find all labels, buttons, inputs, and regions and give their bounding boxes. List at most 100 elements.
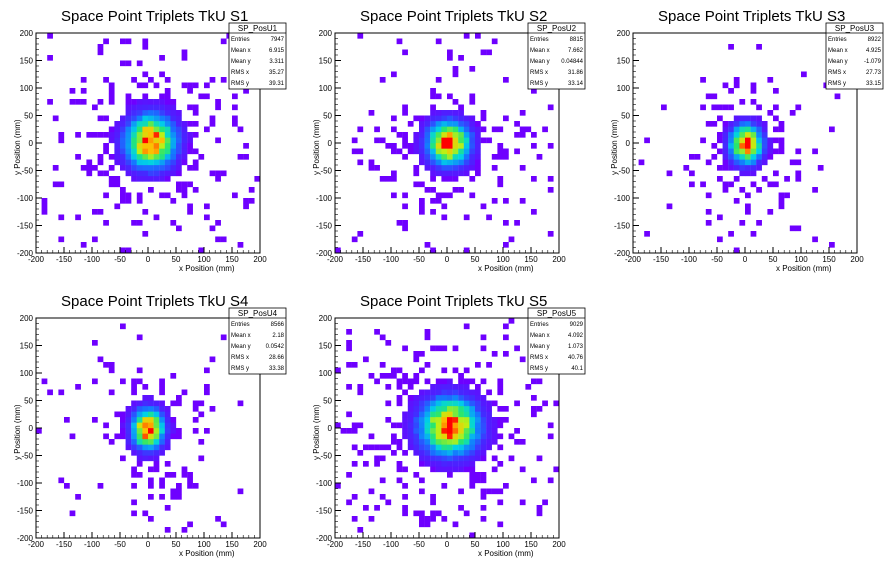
heatmap-cell <box>379 444 386 451</box>
heatmap-cell <box>164 148 171 155</box>
heatmap-cell <box>75 494 81 500</box>
heatmap-cell <box>424 242 431 248</box>
stats-row-value: 4.925 <box>866 48 882 54</box>
heatmap-cell <box>120 137 126 144</box>
heatmap-cell <box>159 143 165 149</box>
heatmap-cell <box>374 329 380 335</box>
heatmap-cell <box>153 444 160 451</box>
x-tick-label: 100 <box>496 540 510 549</box>
heatmap-cell <box>491 433 498 440</box>
heatmap-cell <box>553 466 560 473</box>
heatmap-cell <box>187 483 193 489</box>
heatmap-cell <box>120 455 126 462</box>
heatmap-cell <box>148 77 154 83</box>
y-tick-label: 0 <box>29 424 34 433</box>
heatmap-cell <box>491 38 498 45</box>
heatmap-cell <box>469 395 476 401</box>
heatmap-cell <box>452 428 459 434</box>
heatmap-cell <box>424 143 431 149</box>
heatmap-cell <box>153 466 160 473</box>
heatmap-cell <box>153 422 160 429</box>
heatmap-cell <box>368 433 375 440</box>
heatmap-cell <box>447 455 453 462</box>
y-tick-label: -150 <box>17 507 34 516</box>
heatmap-cell <box>181 55 188 61</box>
heatmap-cell <box>717 137 723 144</box>
heatmap-cell <box>536 455 543 462</box>
heatmap-cell <box>402 49 408 56</box>
heatmap-cell <box>829 126 835 133</box>
heatmap-cell <box>97 483 104 489</box>
heatmap-cell <box>486 411 492 418</box>
heatmap-cell <box>778 192 785 199</box>
heatmap-cell <box>131 126 137 133</box>
heatmap-cell <box>159 428 165 434</box>
heatmap-cell <box>125 99 132 105</box>
heatmap-cell <box>789 110 796 116</box>
heatmap-cell <box>402 483 408 489</box>
heatmap-cell <box>733 159 740 166</box>
heatmap-cell <box>547 176 554 182</box>
heatmap-cell <box>125 165 132 171</box>
x-tick-label: 100 <box>197 255 211 264</box>
heatmap-cell <box>491 165 498 171</box>
heatmap-cell <box>717 214 723 221</box>
heatmap-cell <box>192 148 199 155</box>
heatmap-cell <box>514 220 520 226</box>
heatmap-cell <box>452 455 459 462</box>
heatmap-cell <box>413 137 420 144</box>
heatmap-cell <box>829 242 835 248</box>
stats-box-name: SP_PosU5 <box>537 309 577 318</box>
heatmap-cell <box>435 422 442 429</box>
heatmap-cell <box>170 220 177 226</box>
heatmap-cell <box>41 378 48 385</box>
heatmap-cell <box>120 159 126 166</box>
heatmap-cell <box>419 351 425 357</box>
heatmap-cell <box>458 373 464 379</box>
heatmap-cell <box>148 99 154 105</box>
heatmap-cell <box>463 406 470 412</box>
heatmap-cell <box>424 417 431 423</box>
heatmap-cell <box>176 488 182 495</box>
stats-row-label: RMS x <box>530 355 548 361</box>
heatmap-cell <box>447 461 453 467</box>
heatmap-cell <box>215 137 221 144</box>
heatmap-cell <box>164 170 171 177</box>
heatmap-cell <box>153 214 160 221</box>
heatmap-cell <box>159 439 165 445</box>
heatmap-cell <box>108 362 115 368</box>
heatmap-cell <box>424 400 431 407</box>
heatmap-cell <box>52 165 59 171</box>
heatmap-cell <box>452 384 459 390</box>
heatmap-cell <box>497 148 504 155</box>
heatmap-cell <box>204 389 210 396</box>
heatmap-cell <box>114 433 121 440</box>
heatmap-cell <box>475 389 481 396</box>
heatmap-cell <box>430 395 436 401</box>
heatmap-cell <box>531 477 537 484</box>
heatmap-cell <box>547 231 554 237</box>
heatmap-cell <box>125 121 132 127</box>
heatmap-cell <box>475 450 481 456</box>
heatmap-cell <box>424 187 431 193</box>
heatmap-cell <box>148 395 154 401</box>
heatmap-cell <box>750 170 757 177</box>
heatmap-cell <box>131 417 137 423</box>
heatmap-cell <box>402 225 408 232</box>
heatmap-cell <box>441 439 448 445</box>
heatmap-cell <box>120 247 126 254</box>
heatmap-cell <box>136 378 143 385</box>
heatmap-cell <box>458 428 464 434</box>
heatmap-cell <box>131 176 137 182</box>
heatmap-cell <box>795 176 802 182</box>
heatmap-cell <box>58 236 65 243</box>
heatmap-cell <box>192 417 199 423</box>
heatmap-cell <box>475 154 481 160</box>
heatmap-cell <box>204 126 210 133</box>
heatmap-cell <box>125 126 132 133</box>
heatmap-cell <box>153 121 160 127</box>
heatmap-cell <box>475 148 481 155</box>
heatmap-cell <box>153 99 160 105</box>
heatmap-cell <box>447 170 453 177</box>
heatmap-cell <box>131 148 137 155</box>
